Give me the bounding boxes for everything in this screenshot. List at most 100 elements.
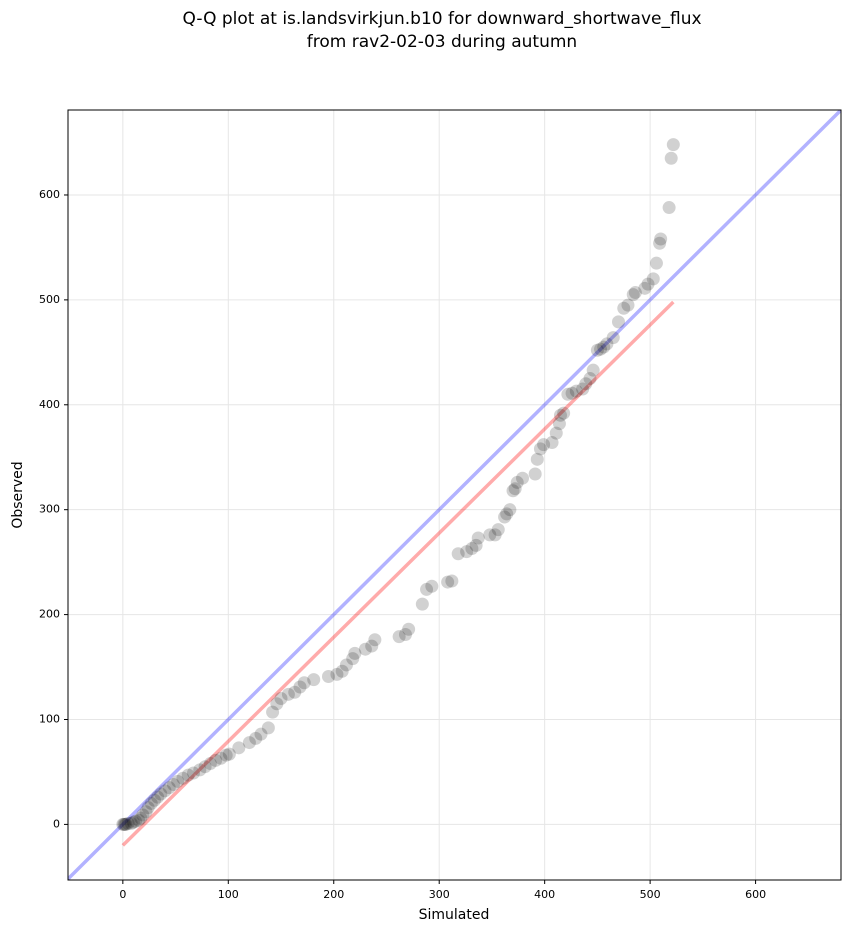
point xyxy=(222,747,236,761)
point xyxy=(232,741,246,755)
point xyxy=(293,680,307,694)
point xyxy=(144,796,158,810)
point xyxy=(346,652,360,666)
point xyxy=(638,281,652,295)
point xyxy=(628,286,642,300)
point xyxy=(666,138,680,152)
point xyxy=(186,766,200,780)
x-tick-label: 200 xyxy=(323,888,344,901)
point xyxy=(654,232,668,246)
point xyxy=(162,781,176,795)
point xyxy=(176,771,190,785)
point xyxy=(181,768,195,782)
chart-subtitle: from rav2-02-03 during autumn xyxy=(307,32,577,52)
y-tick-label: 100 xyxy=(39,712,60,725)
point xyxy=(553,408,567,422)
point xyxy=(586,363,600,377)
point xyxy=(662,201,676,215)
point xyxy=(348,646,362,660)
point xyxy=(549,426,563,440)
y-tick-label: 300 xyxy=(39,503,60,516)
reference-line xyxy=(121,300,675,847)
point xyxy=(552,417,566,431)
point xyxy=(121,816,135,830)
y-axis-label: Observed xyxy=(10,461,26,528)
point xyxy=(500,507,514,521)
point xyxy=(321,669,335,683)
point xyxy=(117,817,131,831)
point xyxy=(425,579,439,593)
point xyxy=(508,482,522,496)
point xyxy=(193,763,207,777)
point xyxy=(158,784,172,798)
grid: 0 100 200 300 400 500 600 0 100 200 300 400 500 600 xyxy=(39,110,841,901)
point xyxy=(151,790,165,804)
point xyxy=(561,387,575,401)
x-axis-label: Simulated xyxy=(419,907,490,923)
point xyxy=(365,639,379,653)
point xyxy=(594,342,608,356)
point xyxy=(420,582,434,596)
y-tick-label: 0 xyxy=(53,817,60,830)
point xyxy=(545,436,559,450)
point xyxy=(621,298,635,312)
point xyxy=(590,343,604,357)
point xyxy=(441,575,455,589)
point xyxy=(649,256,663,270)
x-tick-label: 0 xyxy=(119,888,126,901)
point xyxy=(557,406,571,420)
point xyxy=(266,705,280,719)
point xyxy=(498,510,512,524)
point xyxy=(242,736,256,750)
point xyxy=(141,801,155,815)
point xyxy=(392,630,406,644)
point xyxy=(261,721,275,735)
point xyxy=(606,331,620,345)
point xyxy=(510,475,524,489)
point xyxy=(415,597,429,611)
point xyxy=(254,727,268,741)
point xyxy=(219,748,233,762)
point xyxy=(154,787,168,801)
point xyxy=(116,817,130,831)
point xyxy=(330,667,344,681)
point xyxy=(118,817,132,831)
y-tick-label: 600 xyxy=(39,188,60,201)
point xyxy=(516,471,530,485)
point xyxy=(402,622,416,636)
point xyxy=(488,528,502,542)
point xyxy=(249,731,263,745)
point xyxy=(307,673,321,687)
point xyxy=(569,384,583,398)
point xyxy=(506,484,520,498)
point xyxy=(445,574,459,588)
point xyxy=(483,528,497,542)
point xyxy=(460,545,474,559)
x-tick-label: 500 xyxy=(640,888,661,901)
point xyxy=(617,301,631,315)
point xyxy=(491,523,505,537)
point xyxy=(565,386,579,400)
plot-area xyxy=(68,110,841,880)
point xyxy=(583,372,597,386)
point xyxy=(171,774,185,788)
point xyxy=(274,692,288,706)
point xyxy=(537,438,551,452)
point xyxy=(611,315,625,329)
point xyxy=(128,814,142,828)
point xyxy=(600,337,614,351)
point xyxy=(597,340,611,354)
point xyxy=(533,442,547,456)
point xyxy=(134,811,148,825)
x-tick-label: 600 xyxy=(745,888,766,901)
point xyxy=(281,687,295,701)
point xyxy=(147,793,161,807)
point xyxy=(139,805,153,819)
x-tick-label: 100 xyxy=(218,888,239,901)
point xyxy=(119,817,133,831)
point xyxy=(339,658,353,672)
point xyxy=(203,757,217,771)
point xyxy=(132,813,146,827)
point xyxy=(126,815,140,829)
point xyxy=(503,503,517,517)
